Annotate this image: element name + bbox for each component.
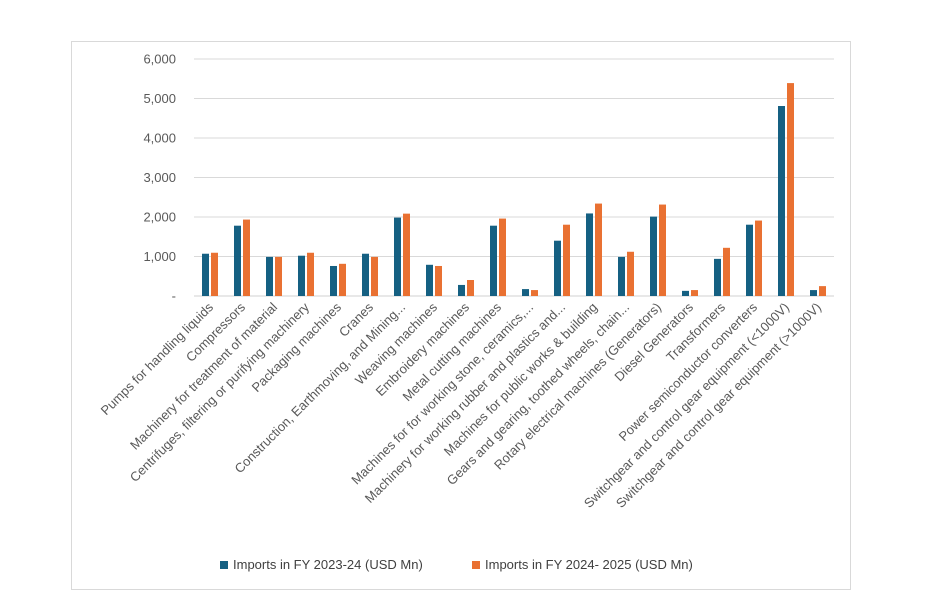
bar-series2-16 (723, 247, 730, 296)
chart-area (71, 41, 851, 590)
bar-series1-17 (746, 224, 753, 296)
bar-series2-1 (243, 219, 250, 296)
bar-series1-10 (522, 289, 529, 296)
bar-series1-4 (330, 265, 337, 296)
x-axis-category-labels: Pumps for handling liquidsCompressorsMac… (98, 299, 824, 511)
bar-series2-19 (819, 286, 826, 296)
y-tick-label: 2,000 (143, 210, 176, 225)
bar-series2-0 (211, 252, 218, 296)
bar-series2-4 (339, 263, 346, 296)
legend-swatch-fy2024-25 (472, 560, 480, 569)
bars (202, 83, 826, 296)
bar-series1-15 (682, 290, 689, 296)
bar-series1-8 (458, 284, 465, 296)
bar-series2-9 (499, 218, 506, 296)
legend-item-fy2023-24: Imports in FY 2023-24 (USD Mn) (220, 557, 423, 572)
bar-series1-2 (266, 256, 273, 296)
y-tick-label: 6,000 (143, 52, 176, 67)
y-tick-label: 5,000 (143, 91, 176, 106)
bar-series1-19 (810, 290, 817, 296)
legend-item-fy2024-25: Imports in FY 2024- 2025 (USD Mn) (472, 557, 693, 572)
bar-series2-7 (435, 265, 442, 296)
bar-series2-13 (627, 251, 634, 296)
y-tick-label: 1,000 (143, 249, 176, 264)
bar-series2-18 (787, 83, 794, 296)
bar-series2-12 (595, 203, 602, 296)
bar-series1-6 (394, 217, 401, 296)
legend: Imports in FY 2023-24 (USD Mn) Imports i… (0, 557, 931, 577)
gridlines (194, 58, 834, 297)
bar-series1-18 (778, 106, 785, 296)
legend-swatch-fy2023-24 (220, 560, 228, 569)
bar-series1-16 (714, 258, 721, 296)
bar-series2-17 (755, 220, 762, 296)
bar-series2-11 (563, 224, 570, 296)
legend-label-fy2024-25: Imports in FY 2024- 2025 (USD Mn) (485, 557, 693, 572)
bar-series2-15 (691, 290, 698, 296)
bar-series2-10 (531, 290, 538, 296)
legend-label-fy2023-24: Imports in FY 2023-24 (USD Mn) (233, 557, 423, 572)
bar-series2-14 (659, 204, 666, 296)
bar-series1-14 (650, 216, 657, 296)
bar-series2-5 (371, 256, 378, 296)
y-tick-label: 3,000 (143, 170, 176, 185)
bar-series1-0 (202, 253, 209, 296)
bar-series1-9 (490, 225, 497, 296)
bar-series1-5 (362, 253, 369, 296)
bar-series1-1 (234, 225, 241, 296)
bar-series1-12 (586, 213, 593, 296)
bar-series1-11 (554, 240, 561, 296)
y-axis-tick-labels: - 1,000 2,000 3,000 4,000 5,000 6,000 (143, 52, 176, 304)
bar-series2-3 (307, 252, 314, 296)
bar-series1-13 (618, 256, 625, 296)
y-tick-label: - (172, 289, 176, 304)
bar-series1-3 (298, 255, 305, 296)
bar-series1-7 (426, 264, 433, 296)
bar-series2-6 (403, 213, 410, 296)
y-tick-label: 4,000 (143, 131, 176, 146)
bar-series2-2 (275, 256, 282, 296)
bar-series2-8 (467, 280, 474, 296)
